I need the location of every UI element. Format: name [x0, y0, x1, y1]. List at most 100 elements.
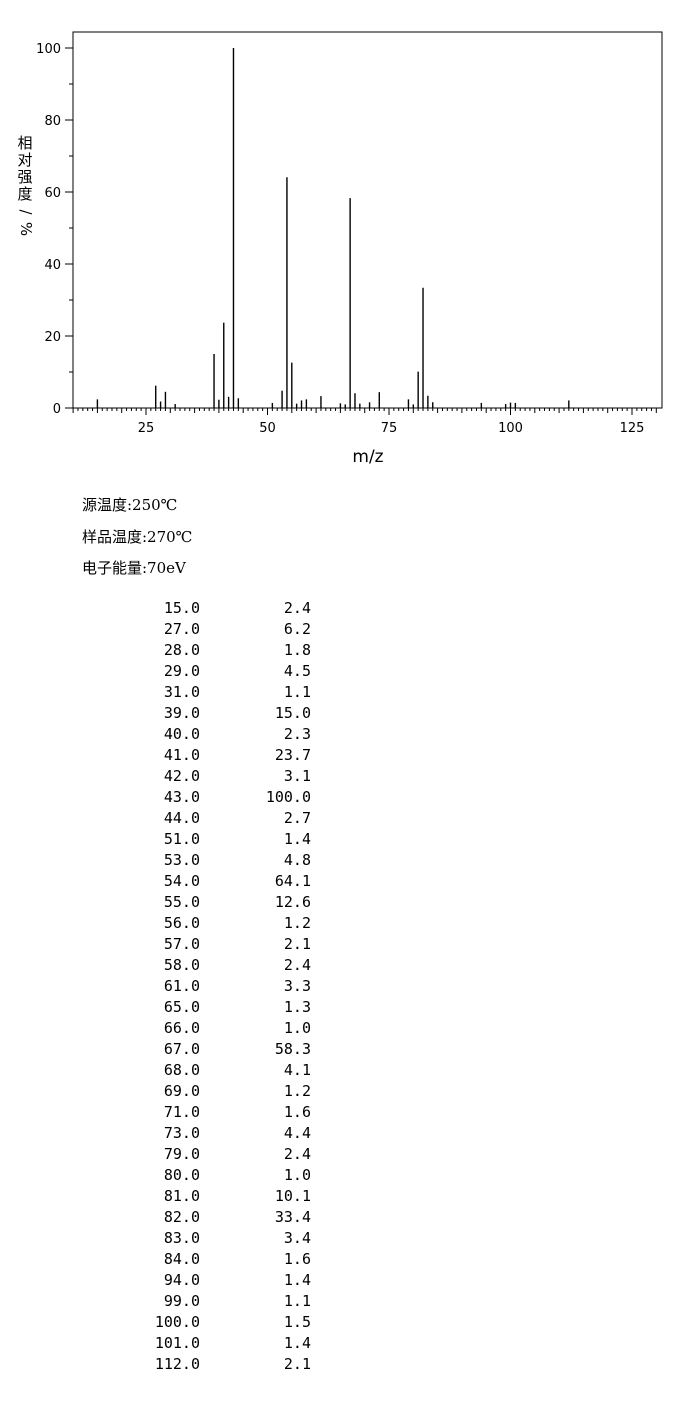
peak-mz: 80.0 [163, 1166, 200, 1184]
peak-intensity: 64.1 [274, 872, 311, 890]
y-axis-label-char: 强 [17, 168, 32, 186]
peak-intensity: 2.1 [283, 935, 311, 953]
y-tick-label: 60 [44, 186, 61, 201]
peak-intensity: 58.3 [274, 1040, 311, 1058]
peak-mz: 100.0 [154, 1313, 200, 1331]
peak-mz: 42.0 [163, 767, 200, 785]
peak-intensity: 15.0 [274, 704, 311, 722]
peak-intensity: 4.1 [283, 1061, 311, 1079]
peak-intensity: 1.1 [283, 683, 311, 701]
peak-mz: 40.0 [163, 725, 200, 743]
peak-mz: 82.0 [163, 1208, 200, 1226]
peak-mz: 44.0 [163, 809, 200, 827]
plot-frame [72, 31, 663, 409]
peak-intensity: 1.3 [283, 998, 311, 1016]
peak-mz: 81.0 [163, 1187, 200, 1205]
peak-mz: 94.0 [163, 1271, 200, 1289]
peak-intensity: 2.1 [283, 1355, 311, 1373]
peak-intensity: 3.4 [283, 1229, 311, 1247]
peak-mz: 43.0 [163, 788, 200, 806]
peak-intensity: 3.3 [283, 977, 311, 995]
peak-intensity: 1.1 [283, 1292, 311, 1310]
peak-mz: 71.0 [163, 1103, 200, 1121]
peak-intensity: 4.4 [283, 1124, 311, 1142]
y-tick-label: 0 [53, 402, 61, 417]
peak-intensity: 2.3 [283, 725, 311, 743]
peak-intensity: 23.7 [274, 746, 311, 764]
x-tick-label: 25 [138, 421, 155, 436]
peak-mz: 29.0 [163, 662, 200, 680]
peak-mz: 55.0 [163, 893, 200, 911]
peak-mz: 27.0 [163, 620, 200, 638]
peak-mz: 56.0 [163, 914, 200, 932]
peak-intensity: 100.0 [265, 788, 311, 806]
y-axis-label-char: / [17, 209, 35, 215]
peak-mz: 54.0 [163, 872, 200, 890]
peak-mz: 57.0 [163, 935, 200, 953]
peak-intensity: 6.2 [283, 620, 311, 638]
peak-mz: 112.0 [154, 1355, 200, 1373]
peak-mz: 61.0 [163, 977, 200, 995]
peak-intensity: 1.2 [283, 1082, 311, 1100]
peak-mz: 67.0 [163, 1040, 200, 1058]
y-tick-label: 80 [44, 114, 61, 129]
x-tick-label: 100 [498, 421, 523, 436]
peak-intensity: 1.2 [283, 914, 311, 932]
peak-bars [96, 48, 570, 408]
peak-mz: 39.0 [163, 704, 200, 722]
peak-mz: 31.0 [163, 683, 200, 701]
electron-energy: 电子能量:70eV [82, 559, 186, 577]
peak-intensity: 3.1 [283, 767, 311, 785]
peak-mz: 101.0 [154, 1334, 200, 1352]
peak-mz: 28.0 [163, 641, 200, 659]
y-tick-label: 40 [44, 258, 61, 273]
peak-intensity: 10.1 [274, 1187, 311, 1205]
sample-temperature: 样品温度:270℃ [82, 527, 193, 546]
experiment-conditions: 源温度:250℃ 样品温度:270℃ 电子能量:70eV [82, 494, 192, 589]
y-tick-label: 100 [36, 42, 61, 57]
peak-mz: 65.0 [163, 998, 200, 1016]
peak-mz: 51.0 [163, 830, 200, 848]
peak-intensity: 1.0 [283, 1166, 311, 1184]
x-tick-label: 75 [381, 421, 398, 436]
peak-intensity: 12.6 [274, 893, 311, 911]
peak-intensity: 1.4 [283, 1271, 311, 1289]
peak-mz: 68.0 [163, 1061, 200, 1079]
peak-intensity: 1.4 [283, 830, 311, 848]
peak-mz: 41.0 [163, 746, 200, 764]
peak-intensity: 1.4 [283, 1334, 311, 1352]
peak-intensity: 1.6 [283, 1103, 311, 1121]
y-axis: 0 20 40 60 80 100 [36, 42, 73, 417]
peak-intensity: 2.4 [283, 956, 311, 974]
peak-mz: 58.0 [163, 956, 200, 974]
peak-mz: 73.0 [163, 1124, 200, 1142]
peak-mz: 84.0 [163, 1250, 200, 1268]
x-tick-label: 125 [620, 421, 645, 436]
peak-intensity: 2.7 [283, 809, 311, 827]
peak-intensity: 1.8 [283, 641, 311, 659]
y-axis-label-char: 相 [17, 134, 32, 152]
peak-intensity: 33.4 [274, 1208, 311, 1226]
peak-mz: 66.0 [163, 1019, 200, 1037]
peak-intensity: 2.4 [283, 1145, 311, 1163]
y-axis-label-char: 对 [17, 151, 32, 169]
peak-mz: 15.0 [163, 599, 200, 617]
peak-mz: 83.0 [163, 1229, 200, 1247]
peak-mz: 53.0 [163, 851, 200, 869]
peak-mz: 79.0 [163, 1145, 200, 1163]
source-temperature: 源温度:250℃ [82, 496, 178, 514]
x-axis-label: m/z [352, 447, 383, 467]
y-tick-label: 20 [44, 330, 61, 345]
peak-intensity: 4.8 [283, 851, 311, 869]
peak-intensity: 1.5 [283, 1313, 311, 1331]
peak-intensity: 2.4 [283, 599, 311, 617]
peak-mz: 69.0 [163, 1082, 200, 1100]
peak-mz: 99.0 [163, 1292, 200, 1310]
y-axis-label-char: 度 [17, 185, 32, 203]
x-tick-label: 50 [259, 421, 276, 436]
y-axis-label-char: % [17, 222, 35, 236]
peak-intensity: 1.6 [283, 1250, 311, 1268]
x-axis: 25 50 75 100 125 [72, 408, 657, 436]
